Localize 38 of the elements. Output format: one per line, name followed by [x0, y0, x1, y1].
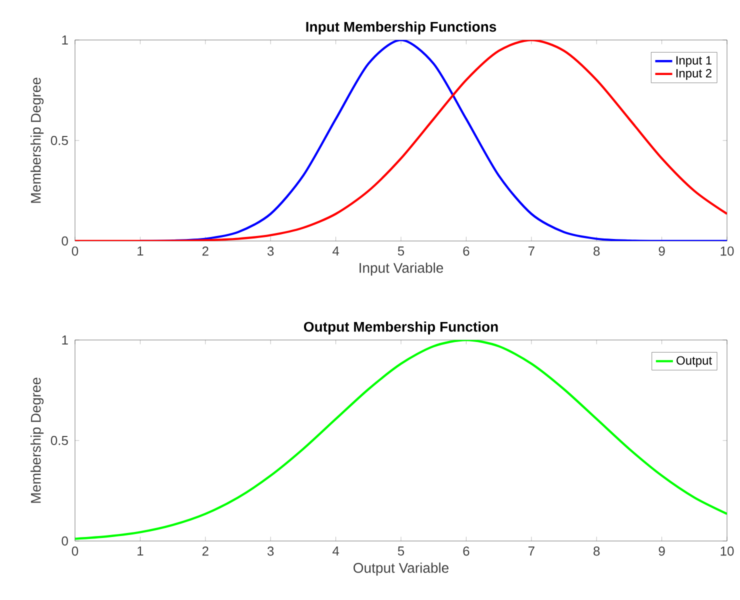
y-tick-label: 0 [62, 536, 68, 546]
x-tick-label: 6 [463, 546, 470, 556]
x-tick-label: 6 [463, 246, 470, 256]
legend-label: Input 2 [676, 68, 712, 80]
legend-label: Output [676, 356, 712, 368]
chart-title: Input Membership Functions [306, 21, 496, 34]
legend-label: Input 1 [676, 56, 712, 67]
x-tick-label: 10 [720, 246, 734, 256]
x-axis-title: Input Variable [360, 262, 444, 276]
line-series [75, 340, 728, 540]
y-axis-title: Membership Degree [30, 78, 44, 203]
x-tick-label: 4 [332, 246, 340, 256]
x-tick-label: 1 [138, 546, 144, 556]
x-tick-label: 3 [267, 546, 274, 556]
x-tick-label: 8 [594, 246, 600, 256]
x-tick-label: 7 [528, 546, 534, 556]
x-tick-label: 10 [720, 546, 734, 556]
x-tick-label: 2 [202, 246, 208, 256]
x-tick-label: 8 [594, 546, 600, 556]
chart-title: Output Membership Function [304, 321, 498, 334]
x-tick-label: 4 [332, 546, 340, 556]
x-tick-label: 5 [398, 246, 404, 256]
x-tick-label: 7 [528, 246, 534, 256]
x-tick-label: 9 [658, 246, 665, 256]
x-tick-label: 9 [658, 546, 665, 556]
y-tick-label: 1 [62, 336, 68, 344]
x-tick-label: 0 [72, 246, 78, 256]
x-tick-label: 2 [202, 546, 208, 556]
x-tick-label: 3 [267, 246, 274, 256]
x-tick-label: 1 [138, 246, 144, 256]
y-tick-label: 1 [62, 36, 68, 44]
y-axis-title: Membership Degree [30, 378, 44, 503]
y-tick-label: 0 [62, 236, 68, 246]
y-tick-label: 0.5 [50, 436, 68, 446]
x-axis-title: Output Variable [354, 562, 449, 576]
x-tick-label: 0 [72, 546, 78, 556]
x-tick-label: 5 [398, 546, 404, 556]
y-tick-label: 0.5 [50, 136, 68, 146]
